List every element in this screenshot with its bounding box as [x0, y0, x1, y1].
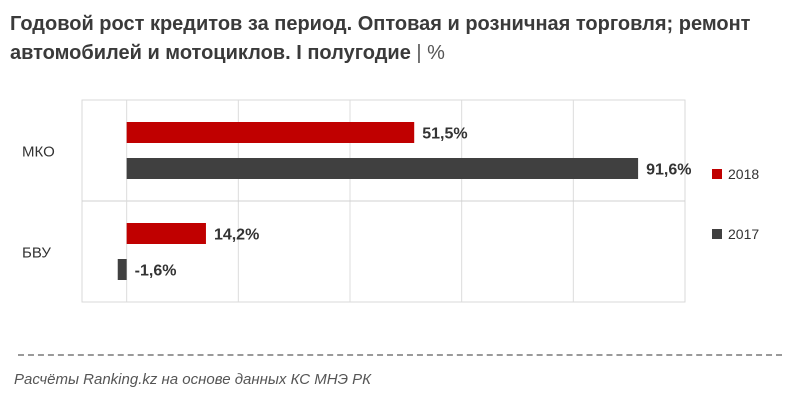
data-label: -1,6%: [135, 263, 177, 280]
chart-legend: 2018 2017: [712, 166, 759, 242]
bar-2017-bvu: [117, 259, 127, 280]
bar-2018-bvu: [126, 223, 206, 244]
legend-swatch-2017: [712, 229, 722, 239]
footer-divider: [18, 354, 782, 356]
legend-swatch-2018: [712, 169, 722, 179]
chart-title-text: Годовой рост кредитов за период. Оптовая…: [10, 13, 751, 64]
category-label: МКО: [22, 144, 55, 161]
legend-label-2017: 2017: [728, 226, 759, 242]
chart-grid: [81, 99, 686, 303]
chart-categories: МКО БВУ: [22, 144, 55, 262]
data-label: 14,2%: [214, 227, 259, 244]
bar-2018-mko: [126, 122, 415, 143]
bar-2017-mko: [126, 158, 639, 179]
data-label: 51,5%: [422, 126, 467, 143]
source-note: Расчёты Ranking.kz на основе данных КС М…: [14, 371, 372, 388]
legend-label-2018: 2018: [728, 166, 759, 182]
data-label: 91,6%: [646, 162, 691, 179]
chart-bars: [117, 122, 639, 280]
chart-title-unit: | %: [416, 42, 445, 64]
category-label: БВУ: [22, 245, 51, 262]
chart-title: Годовой рост кредитов за период. Оптовая…: [10, 10, 790, 68]
chart-labels: 51,5% 91,6% 14,2% -1,6%: [135, 126, 692, 280]
bar-chart: 51,5% 91,6% 14,2% -1,6% МКО БВУ 2018 2017: [22, 99, 759, 303]
